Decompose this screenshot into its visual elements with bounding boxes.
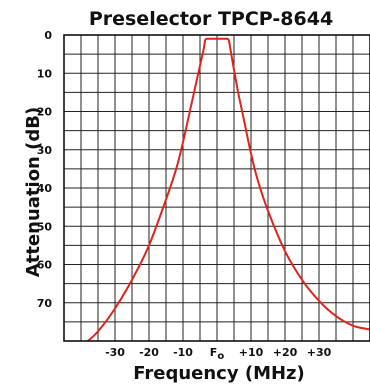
y-tick-label: 30 xyxy=(37,144,53,157)
x-tick-labels: -30 -20 -10 Fo +10 +20 +30 xyxy=(105,346,332,362)
y-tick-label: 70 xyxy=(37,297,53,310)
x-tick-label: +20 xyxy=(273,346,298,359)
y-tick-label: 10 xyxy=(37,67,53,80)
y-tick-label: 40 xyxy=(37,182,53,195)
y-tick-label: 60 xyxy=(37,259,53,272)
x-tick-label: +30 xyxy=(307,346,332,359)
x-tick-label: -30 xyxy=(105,346,125,359)
x-tick-label: +10 xyxy=(239,346,264,359)
attenuation-curve xyxy=(87,37,370,341)
x-tick-label: -20 xyxy=(139,346,159,359)
chart-title: Preselector TPCP-8644 xyxy=(89,8,333,30)
y-tick-labels: 0 10 20 30 40 50 60 70 xyxy=(37,29,53,310)
y-axis-title: Attenuation (dB) xyxy=(23,107,44,277)
grid xyxy=(63,34,370,342)
x-axis-title: Frequency (MHz) xyxy=(133,363,305,384)
series-layer xyxy=(87,37,370,341)
y-tick-label: 0 xyxy=(44,29,52,42)
x-tick-label: -10 xyxy=(173,346,193,359)
y-tick-label: 20 xyxy=(37,106,53,119)
y-tick-label: 50 xyxy=(37,220,53,233)
plot-frame xyxy=(63,34,370,342)
x-tick-label: Fo xyxy=(210,346,225,362)
